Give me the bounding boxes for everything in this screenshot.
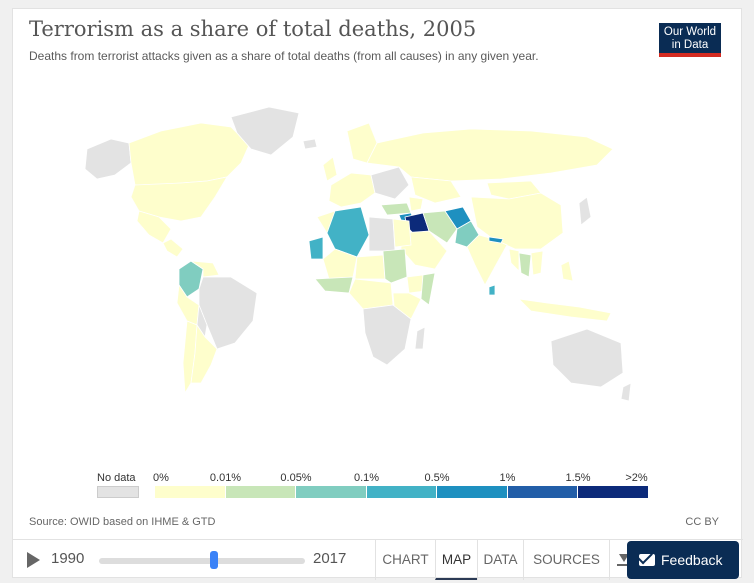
country-turkey[interactable] [380, 202, 412, 216]
country-central-africa[interactable] [348, 278, 394, 310]
legend-tick-label: 0.5% [424, 472, 450, 484]
tab-data[interactable]: DATA [477, 540, 523, 580]
country-brazil[interactable] [198, 276, 258, 350]
timeline-start-year: 1990 [51, 550, 85, 567]
download-icon-base [617, 564, 631, 566]
country-japan[interactable] [578, 196, 592, 226]
legend-tick-label: 0.05% [280, 472, 312, 484]
country-australia[interactable] [550, 328, 624, 388]
country-niger-chad[interactable] [354, 254, 386, 280]
legend-bin[interactable] [155, 486, 226, 498]
country-madagascar[interactable] [414, 326, 426, 350]
country-west-africa[interactable] [314, 276, 354, 294]
legend-bin[interactable] [578, 486, 649, 498]
legend-tick-label: 1% [499, 472, 516, 484]
tab-sources[interactable]: SOURCES [523, 540, 609, 580]
country-libya[interactable] [368, 216, 396, 252]
timeline-end-year: 2017 [313, 550, 347, 567]
country-russia[interactable] [366, 128, 614, 182]
country-kazakhstan[interactable] [410, 176, 462, 204]
legend-no-data-label: No data [97, 472, 136, 484]
country-philippines[interactable] [560, 260, 574, 282]
feedback-label: Feedback [661, 552, 723, 568]
feedback-button[interactable]: Feedback [627, 541, 739, 579]
control-bar: 1990 2017 CHART MAP DATA SOURCES [13, 539, 743, 580]
country-egypt[interactable] [392, 218, 412, 248]
legend-bin[interactable] [507, 486, 578, 498]
download-button[interactable] [609, 540, 637, 580]
country-canada[interactable] [128, 122, 250, 186]
country-usa[interactable] [130, 176, 228, 222]
country-iran[interactable] [422, 210, 458, 244]
country-indonesia[interactable] [517, 298, 612, 322]
country-new-zealand[interactable] [620, 382, 631, 402]
country-iceland[interactable] [302, 138, 318, 150]
country-mauritania-mali[interactable] [322, 248, 358, 280]
mail-icon [639, 554, 655, 566]
legend-bin[interactable] [296, 486, 367, 498]
country-sri-lanka[interactable] [488, 284, 496, 296]
country-somalia[interactable] [420, 272, 436, 306]
country-argentina[interactable] [190, 323, 218, 384]
chart-frame: Terrorism as a share of total deaths, 20… [12, 8, 743, 580]
legend-tick-label: >2% [625, 472, 648, 484]
chart-subtitle: Deaths from terrorist attacks given as a… [29, 49, 539, 63]
tab-chart[interactable]: CHART [375, 540, 435, 580]
country-greenland[interactable] [230, 106, 300, 156]
legend-bin[interactable] [225, 486, 296, 498]
legend-tick-label: 1.5% [565, 472, 591, 484]
download-icon [619, 554, 629, 562]
owid-logo[interactable]: Our World in Data [659, 23, 721, 57]
play-icon[interactable] [27, 552, 40, 568]
country-uk[interactable] [322, 156, 338, 182]
logo-line-2: in Data [671, 39, 709, 51]
country-venezuela[interactable] [190, 260, 220, 278]
timeline-slider[interactable] [99, 558, 305, 564]
legend-tick-label: 0.1% [353, 472, 380, 484]
country-eastern-europe[interactable] [370, 166, 410, 200]
country-nepal[interactable] [488, 236, 504, 244]
country-india[interactable] [466, 234, 508, 286]
country-western-sahara[interactable] [308, 236, 324, 260]
country-china[interactable] [470, 192, 564, 250]
country-southern-africa[interactable] [362, 304, 412, 366]
legend-tick-label: 0.01% [209, 472, 242, 484]
world-map [84, 106, 631, 402]
country-indochina[interactable] [530, 250, 544, 276]
country-alaska[interactable] [84, 138, 132, 180]
legend-no-data-swatch[interactable] [97, 486, 139, 498]
legend-bin[interactable] [437, 486, 508, 498]
country-myanmar[interactable] [508, 248, 520, 272]
country-central-america[interactable] [162, 238, 184, 258]
country-thailand[interactable] [518, 252, 532, 278]
timeline-handle[interactable] [210, 551, 219, 569]
country-sudan[interactable] [382, 248, 408, 284]
legend-tick-label: 0% [153, 472, 169, 484]
legend-bin[interactable] [366, 486, 437, 498]
source-note[interactable]: Source: OWID based on IHME & GTD [29, 516, 216, 528]
chart-title: Terrorism as a share of total deaths, 20… [29, 17, 477, 41]
logo-line-1: Our World [663, 26, 717, 38]
country-caucasus[interactable] [408, 196, 424, 212]
country-western-europe[interactable] [328, 172, 376, 208]
tab-map[interactable]: MAP [435, 540, 477, 580]
license-label[interactable]: CC BY [685, 516, 719, 528]
